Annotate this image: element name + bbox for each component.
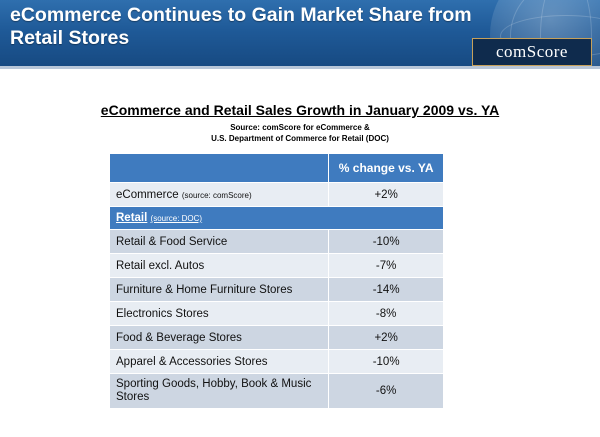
row-label: Retail & Food Service — [108, 229, 330, 254]
header-change-cell: % change vs. YA — [328, 153, 444, 183]
retail-section-row: Retail (source: DOC) — [109, 206, 444, 230]
row-value: -10% — [328, 349, 444, 374]
row-label: Electronics Stores — [108, 301, 330, 326]
table-row: Retail & Food Service -10% — [108, 229, 444, 254]
table-header-row: % change vs. YA — [108, 153, 444, 183]
retail-section-label: Retail — [116, 212, 148, 224]
table-row: Electronics Stores -8% — [108, 301, 444, 326]
header-blank-cell — [108, 153, 330, 183]
table-row: Sporting Goods, Hobby, Book & Music Stor… — [108, 373, 444, 409]
row-label: Retail excl. Autos — [108, 253, 330, 278]
table-row: Apparel & Accessories Stores -10% — [108, 349, 444, 374]
ecommerce-label-cell: eCommerce (source: comScore) — [108, 182, 330, 207]
row-label: Apparel & Accessories Stores — [108, 349, 330, 374]
table-row: Retail excl. Autos -7% — [108, 253, 444, 278]
retail-section-source: (source: DOC) — [150, 214, 203, 223]
row-value: -6% — [328, 373, 444, 409]
sales-growth-table: % change vs. YA eCommerce (source: comSc… — [108, 153, 444, 409]
slide-header: eCommerce Continues to Gain Market Share… — [0, 0, 600, 66]
comscore-logo: comScore — [472, 38, 592, 66]
ecommerce-row: eCommerce (source: comScore) +2% — [108, 182, 444, 207]
ecommerce-value: +2% — [328, 182, 444, 207]
row-value: -10% — [328, 229, 444, 254]
row-value: -7% — [328, 253, 444, 278]
row-value: -14% — [328, 277, 444, 302]
retail-section-cell: Retail (source: DOC) — [109, 206, 444, 230]
row-value: +2% — [328, 325, 444, 350]
source-note: Source: comScore for eCommerce & U.S. De… — [0, 122, 600, 144]
row-label: Food & Beverage Stores — [108, 325, 330, 350]
table-row: Furniture & Home Furniture Stores -14% — [108, 277, 444, 302]
row-label: Furniture & Home Furniture Stores — [108, 277, 330, 302]
source-line-2: U.S. Department of Commerce for Retail (… — [211, 134, 389, 143]
table-title: eCommerce and Retail Sales Growth in Jan… — [100, 102, 500, 118]
slide-title: eCommerce Continues to Gain Market Share… — [10, 4, 472, 49]
ecommerce-label: eCommerce — [116, 188, 179, 201]
ecommerce-source: (source: comScore) — [181, 190, 252, 200]
row-label: Sporting Goods, Hobby, Book & Music Stor… — [108, 373, 330, 409]
source-line-1: Source: comScore for eCommerce & — [230, 123, 370, 132]
table-row: Food & Beverage Stores +2% — [108, 325, 444, 350]
header-divider — [0, 66, 600, 69]
row-value: -8% — [328, 301, 444, 326]
